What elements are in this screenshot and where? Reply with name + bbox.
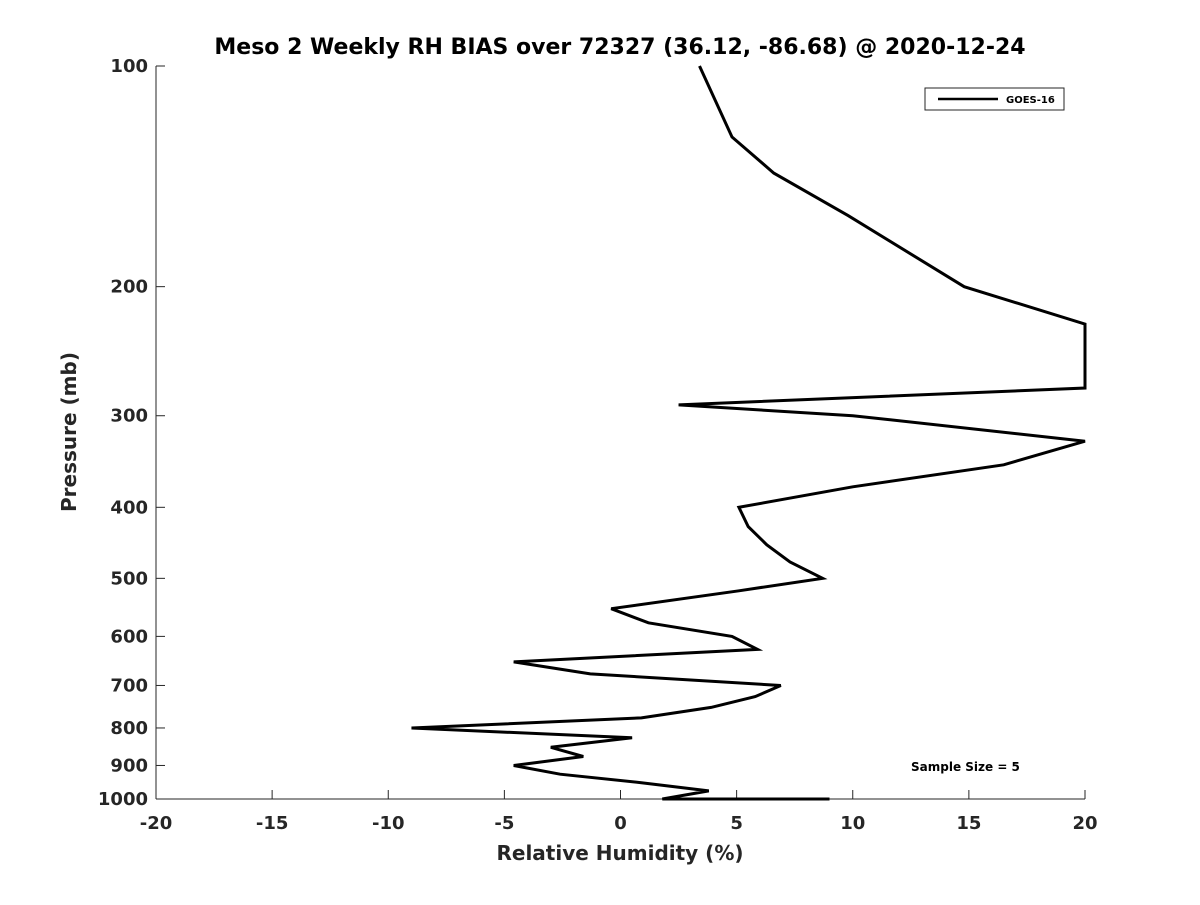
y-tick-label: 1000	[98, 789, 148, 810]
y-ticks: 100 200 300 400 500 600 700 800 900 1000	[98, 56, 165, 810]
x-tick-label: 10	[840, 813, 865, 834]
x-tick-label: -20	[140, 813, 173, 834]
legend: GOES-16	[924, 87, 1065, 111]
y-tick-label: 200	[110, 277, 148, 298]
y-tick-label: 300	[110, 406, 148, 427]
y-tick-label: 700	[110, 675, 148, 696]
legend-label-goes-16: GOES-16	[1006, 95, 1055, 106]
chart-title: Meso 2 Weekly RH BIAS over 72327 (36.12,…	[214, 35, 1025, 60]
x-ticks: -20 -15 -10 -5 0 5 10 15 20	[140, 790, 1098, 834]
y-axis-label: Pressure (mb)	[57, 352, 81, 512]
x-tick-label: 15	[956, 813, 981, 834]
y-tick-label: 800	[110, 718, 148, 739]
x-tick-label: -10	[372, 813, 405, 834]
x-tick-label: 20	[1072, 813, 1097, 834]
x-tick-label: 5	[730, 813, 743, 834]
x-tick-label: -5	[494, 813, 514, 834]
sample-size-annotation: Sample Size = 5	[911, 760, 1020, 774]
y-tick-label: 400	[110, 497, 148, 518]
x-axis-label: Relative Humidity (%)	[496, 841, 743, 865]
x-tick-label: 0	[614, 813, 627, 834]
y-tick-label: 900	[110, 755, 148, 776]
series-line-goes-16	[411, 65, 1087, 801]
y-tick-label: 600	[110, 626, 148, 647]
series-layer	[411, 65, 1087, 801]
y-tick-label: 500	[110, 568, 148, 589]
y-tick-label: 100	[110, 56, 148, 77]
plot-axes	[155, 66, 1085, 800]
x-tick-label: -15	[256, 813, 289, 834]
